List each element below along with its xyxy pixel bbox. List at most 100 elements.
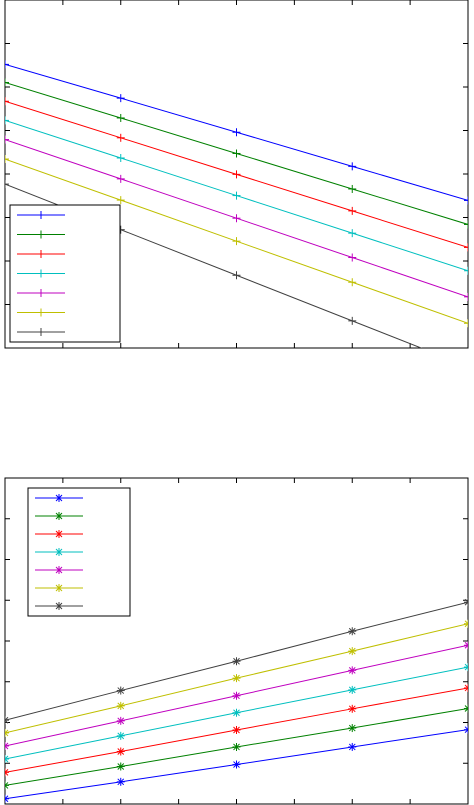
data-point xyxy=(232,271,241,280)
data-point xyxy=(348,162,357,171)
legend-marker xyxy=(37,289,45,297)
legend-entry-6 xyxy=(35,584,83,592)
data-point xyxy=(5,180,9,189)
data-point xyxy=(116,196,125,205)
data-point xyxy=(232,657,241,666)
legend-entry-5 xyxy=(17,289,65,297)
data-point xyxy=(464,598,468,607)
data-point xyxy=(116,701,125,710)
data-point xyxy=(232,149,241,158)
data-point xyxy=(232,760,241,769)
data-point xyxy=(464,319,468,328)
data-point xyxy=(232,674,241,683)
data-point xyxy=(5,716,9,725)
data-point xyxy=(464,663,468,672)
legend-marker xyxy=(55,566,63,574)
data-point xyxy=(232,237,241,246)
legend-entry-7 xyxy=(35,602,83,610)
legend-entry-6 xyxy=(17,308,65,317)
legend-entry-3 xyxy=(35,530,83,538)
data-point xyxy=(116,777,125,786)
legend-entry-2 xyxy=(35,512,83,520)
data-point xyxy=(116,716,125,725)
data-point xyxy=(464,641,468,650)
chart-1 xyxy=(4,0,472,370)
data-point xyxy=(5,135,9,144)
data-point xyxy=(5,781,9,790)
legend-entry-5 xyxy=(35,566,83,574)
data-point xyxy=(232,708,241,717)
legend-entry-1 xyxy=(35,494,83,502)
data-point xyxy=(5,97,9,106)
chart-1-legend xyxy=(9,204,121,343)
data-point xyxy=(116,731,125,740)
legend-entry-2 xyxy=(17,230,65,239)
legend-marker xyxy=(55,584,63,592)
data-point xyxy=(464,619,468,628)
legend-marker xyxy=(55,602,63,610)
data-point xyxy=(232,128,241,137)
data-point xyxy=(348,647,357,656)
data-point xyxy=(5,155,9,164)
legend-marker xyxy=(55,530,63,538)
legend-entry-1 xyxy=(17,211,65,219)
data-point xyxy=(5,116,9,125)
legend-entry-4 xyxy=(17,269,65,278)
data-point xyxy=(464,196,468,205)
legend-marker xyxy=(37,211,45,219)
data-point xyxy=(232,214,241,223)
data-point xyxy=(348,206,357,215)
data-point xyxy=(348,666,357,675)
data-point xyxy=(348,627,357,636)
legend-entry-3 xyxy=(17,250,65,258)
data-point xyxy=(5,794,9,803)
data-point xyxy=(116,174,125,183)
legend-entry-7 xyxy=(17,328,65,336)
data-point xyxy=(348,184,357,193)
data-point xyxy=(348,704,357,713)
data-point xyxy=(232,170,241,179)
legend-marker xyxy=(37,230,45,239)
data-point xyxy=(348,278,357,287)
data-point xyxy=(464,292,468,301)
legend-marker xyxy=(37,269,45,278)
data-point xyxy=(464,725,468,734)
data-point xyxy=(116,113,125,122)
legend-marker xyxy=(55,548,63,556)
data-point xyxy=(348,685,357,694)
data-point xyxy=(116,747,125,756)
data-point xyxy=(464,243,468,252)
data-point xyxy=(464,220,468,229)
data-point xyxy=(116,133,125,142)
chart-2-plot-area xyxy=(5,598,468,803)
data-point xyxy=(5,755,9,764)
data-point xyxy=(232,742,241,751)
legend-marker xyxy=(37,250,45,258)
data-point xyxy=(232,725,241,734)
data-point xyxy=(348,253,357,262)
data-point xyxy=(116,153,125,162)
legend-marker xyxy=(37,328,45,336)
data-point xyxy=(464,266,468,275)
data-point xyxy=(464,704,468,713)
data-point xyxy=(116,762,125,771)
data-point xyxy=(232,691,241,700)
chart-2 xyxy=(4,477,469,805)
data-point xyxy=(5,741,9,750)
legend-marker xyxy=(55,494,63,502)
data-point xyxy=(348,742,357,751)
legend-marker xyxy=(37,308,45,317)
data-point xyxy=(5,728,9,737)
data-point xyxy=(464,362,472,370)
data-point xyxy=(232,191,241,200)
data-point xyxy=(348,724,357,733)
legend-marker xyxy=(55,512,63,520)
data-point xyxy=(348,229,357,238)
data-point xyxy=(348,316,357,325)
legend-entry-4 xyxy=(35,548,83,556)
data-point xyxy=(5,60,9,69)
data-point xyxy=(464,683,468,692)
data-point xyxy=(116,94,125,103)
